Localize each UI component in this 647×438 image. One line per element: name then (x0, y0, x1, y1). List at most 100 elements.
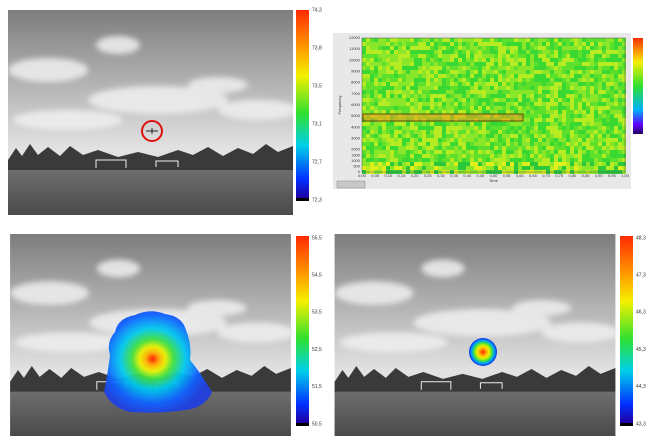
colorbar-label: 50,5 (312, 421, 322, 427)
spectrogram-cell (430, 38, 434, 42)
spectrogram-cell (494, 142, 498, 146)
spectrogram-cell (482, 82, 486, 86)
spectrogram-cell (566, 74, 570, 78)
spectrogram-cell (470, 102, 474, 106)
spectrogram-cell (562, 78, 566, 82)
spectrogram-cell (522, 158, 526, 162)
spectrogram-cell (394, 78, 398, 82)
spectrogram-cell (522, 122, 526, 126)
spectrogram-cell (454, 126, 458, 130)
spectrogram-cell (414, 38, 418, 42)
spectrogram-cell (618, 166, 622, 170)
spectrogram-cell (434, 142, 438, 146)
spectrogram-cell (430, 54, 434, 58)
toolbar[interactable] (336, 180, 366, 189)
spectrogram-cell (458, 130, 462, 134)
spectrogram-cell (566, 162, 570, 166)
spectrogram-cell (546, 158, 550, 162)
spectrogram-cell (426, 158, 430, 162)
spectrogram-cell (450, 98, 454, 102)
spectrogram-cell (394, 38, 398, 42)
spectrogram-cell (522, 114, 526, 118)
spectrogram-cell (434, 50, 438, 54)
spectrogram-cell (574, 162, 578, 166)
spectrogram-cell (618, 54, 622, 58)
spectrogram-cell (566, 46, 570, 50)
spectrogram-cell (382, 54, 386, 58)
spectrogram-cell (386, 158, 390, 162)
y-tick-label: 0 (358, 169, 361, 174)
spectrogram-cell (366, 126, 370, 130)
spectrogram-cell (370, 62, 374, 66)
spectrogram-cell (402, 102, 406, 106)
spectrogram-cell (614, 118, 618, 122)
spectrogram-cell (402, 70, 406, 74)
spectrogram-cell (550, 70, 554, 74)
spectrogram-cell (494, 78, 498, 82)
spectrogram-cell (438, 146, 442, 150)
spectrogram-cell (478, 86, 482, 90)
spectrogram-cell (490, 138, 494, 142)
spectrogram-cell (542, 42, 546, 46)
spectrogram-cell (590, 166, 594, 170)
spectrogram-cell (522, 54, 526, 58)
spectrogram-cell (594, 162, 598, 166)
spectrogram-cell (570, 74, 574, 78)
spectrogram-cell (598, 74, 602, 78)
spectrogram-cell (574, 62, 578, 66)
spectrogram-cell (558, 86, 562, 90)
spectrogram-cell (406, 130, 410, 134)
spectrogram-cell (590, 126, 594, 130)
spectrogram-cell (458, 158, 462, 162)
spectrogram-cell (526, 134, 530, 138)
spectrogram-cell (538, 130, 542, 134)
spectrogram-cell (590, 158, 594, 162)
spectrogram-cell (614, 150, 618, 154)
spectrogram-cell (502, 154, 506, 158)
spectrogram-cell (430, 130, 434, 134)
spectrogram-cell (386, 42, 390, 46)
spectrogram-cell (558, 74, 562, 78)
spectrogram-cell (510, 122, 514, 126)
spectrogram-cell (510, 150, 514, 154)
spectrogram-cell (518, 126, 522, 130)
spectrogram-cell (514, 78, 518, 82)
spectrogram-cell (542, 146, 546, 150)
spectrogram-cell (610, 138, 614, 142)
spectrogram-cell (498, 134, 502, 138)
spectrogram-cell (598, 38, 602, 42)
spectrogram-cell (502, 38, 506, 42)
spectrogram-cell (510, 102, 514, 106)
spectrogram-cell (470, 142, 474, 146)
spectrogram-cell (578, 134, 582, 138)
spectrogram-cell (370, 158, 374, 162)
spectrogram-cell (438, 46, 442, 50)
spectrogram-cell (534, 114, 538, 118)
spectrogram-cell (586, 126, 590, 130)
spectrogram-cell (614, 38, 618, 42)
spectrogram-cell (554, 38, 558, 42)
spectrogram-cell (386, 94, 390, 98)
spectrogram-cell (586, 102, 590, 106)
x-tick-label: 0,80 (569, 173, 578, 178)
spectrogram-cell (570, 150, 574, 154)
spectrogram-cell (546, 42, 550, 46)
spectrogram-cell (366, 42, 370, 46)
spectrogram-cell (530, 110, 534, 114)
spectrogram-cell (422, 54, 426, 58)
spectrogram-cell (582, 90, 586, 94)
spectrogram-cell (610, 82, 614, 86)
spectrogram-cell (558, 50, 562, 54)
spectrogram-cell (490, 78, 494, 82)
spectrogram-cell (502, 106, 506, 110)
spectrogram-cell (482, 98, 486, 102)
spectrogram-cell (402, 106, 406, 110)
spectrogram-cell (434, 42, 438, 46)
spectrogram-cell (506, 58, 510, 62)
spectrogram-cell (414, 130, 418, 134)
spectrogram-cell (562, 150, 566, 154)
spectrogram-cell (538, 90, 542, 94)
spectrogram-cell (378, 142, 382, 146)
spectrogram-cell (374, 70, 378, 74)
spectrogram-cell (386, 142, 390, 146)
